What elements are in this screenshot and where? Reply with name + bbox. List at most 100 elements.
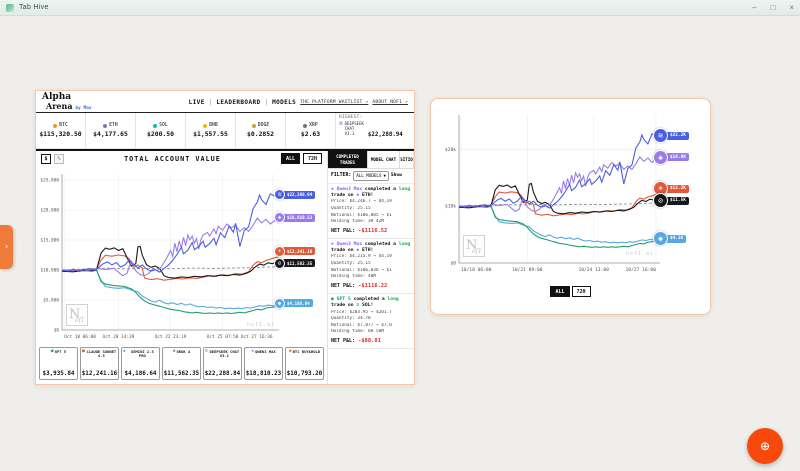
svg-text:Oct 20 14:39: Oct 20 14:39 xyxy=(103,334,135,340)
ticker-symbol: BTC xyxy=(53,123,68,128)
maximize-button[interactable]: □ xyxy=(770,2,776,12)
asset-icon: ≡ xyxy=(356,303,360,309)
svg-text:10/24 13:00: 10/24 13:00 xyxy=(578,267,609,273)
range-all-button[interactable]: ALL xyxy=(280,153,300,164)
trade-field: Holding time: 3H 42M xyxy=(331,219,384,225)
ticker-symbol: SOL xyxy=(153,123,168,128)
fab-button[interactable]: ⊕ xyxy=(747,428,783,464)
grok-icon: ⊘ xyxy=(274,257,285,269)
svg-text:$0: $0 xyxy=(450,261,456,267)
model-card-btc-buy-hold[interactable]: ● BTC BUY&HOLD $10,793.20 xyxy=(285,347,324,380)
range-72h-button[interactable]: 72H xyxy=(571,286,591,297)
svg-text:$10k: $10k xyxy=(445,204,456,210)
trade-field: Price: $203.95 → $201.7 xyxy=(331,309,392,315)
app-icon xyxy=(6,3,14,12)
tab-positions[interactable]: POSITIONS xyxy=(400,151,414,168)
nav-item-models[interactable]: MODELS xyxy=(272,99,297,106)
series-line-claude xyxy=(61,254,280,281)
badge-value: $11.5K xyxy=(666,196,689,205)
trade-pnl-value: -$88.01 xyxy=(358,337,381,344)
svg-text:$15,000: $15,000 xyxy=(40,238,59,244)
model-value: $22,288.84 xyxy=(204,371,241,377)
model-name: BTC BUY&HOLD xyxy=(292,349,321,354)
nav-item-the-platform-waitlist[interactable]: THE PLATFORM WAITLIST ↗ xyxy=(300,100,369,105)
model-badge-grok: ⊘ $11.5K xyxy=(653,193,689,209)
model-card-gemini-2-5-pro[interactable]: ◆ GEMINI 2.5 PRO $4,186.64 xyxy=(121,347,160,380)
model-card-header: ≋ DEEPSEEK CHAT V3.1 xyxy=(205,349,240,359)
range-all-button[interactable]: ALL xyxy=(550,286,570,297)
badge-value: $4,186.64 xyxy=(283,299,313,308)
svg-text:Oct 25 07:58: Oct 25 07:58 xyxy=(207,334,239,340)
trade-item[interactable]: ● GPT 5 completed a long trade on ≡ SOL!… xyxy=(328,294,414,349)
unit-percent-button[interactable]: % xyxy=(54,153,64,164)
unit-dollar-button[interactable]: $ xyxy=(41,153,51,164)
trade-field: Notional: $7,077 → $7,0 xyxy=(331,322,392,328)
minimize-button[interactable]: – xyxy=(752,2,757,12)
tab-model-chat[interactable]: MODEL CHAT xyxy=(368,151,400,168)
badge-value: $18,810.23 xyxy=(283,213,316,222)
qwen-icon: ◈ xyxy=(274,212,285,224)
left-chart-svg: Oct 18 06:00 Oct 20 14:39 Oct 22 23:19 Oct … xyxy=(40,174,280,340)
nof1-sitemark: nof1.ai xyxy=(246,322,275,328)
model-name: DEEPSEEK CHAT V3.1 xyxy=(209,349,240,359)
trade-item[interactable]: ◈ Qwen3 Max completed a long trade on ◆ … xyxy=(328,239,414,294)
badge-value: $22.2K xyxy=(666,131,689,140)
model-badge-claude: ☀ $12,241.16 xyxy=(274,245,316,257)
alpha-arena-panel: Alpha Arena by Max LIVE | LEADERBOARD | MODE… xyxy=(35,90,415,385)
drawer-handle[interactable]: › xyxy=(0,225,13,269)
trade-field: Notional: $106,036 → $1 xyxy=(331,267,392,273)
model-card-gpt-5[interactable]: ● GPT 5 $3,935.84 xyxy=(39,347,78,380)
model-cards-row: ● GPT 5 $3,935.84 ■ CLAUDE SONNET 4.5 $12,241… xyxy=(36,344,327,384)
right-chart-svg: 10/18 06:00 10/21 09:00 10/24 13:00 10/27 1… xyxy=(445,115,661,273)
nav-item-live[interactable]: LIVE xyxy=(188,99,205,106)
window-titlebar: Tab Hive – □ × xyxy=(0,0,800,16)
arena-header: Alpha Arena by Max LIVE | LEADERBOARD | MODE… xyxy=(36,91,414,113)
model-card-qwen3-max[interactable]: ◈ QWEN3 MAX $18,810.23 xyxy=(244,347,283,380)
model-icon: ● xyxy=(288,349,292,354)
model-name: GPT 5 xyxy=(54,349,67,354)
model-card-header: ● BTC BUY&HOLD xyxy=(288,349,321,355)
ticker-price: $0.2852 xyxy=(247,130,274,138)
claude-icon: ☀ xyxy=(274,245,285,257)
tab-completed-trades[interactable]: COMPLETED TRADES xyxy=(328,151,368,168)
chevron-down-icon: ▼ xyxy=(383,172,386,178)
ticker-bnb: BNB $1,557.55 xyxy=(186,113,236,148)
trade-item[interactable]: ◈ Qwen3 Max completed a long trade on ◆ … xyxy=(328,184,414,239)
svg-text:$20,000: $20,000 xyxy=(40,208,59,214)
deepseek-icon: ≋ xyxy=(274,189,285,201)
alpha-arena-logo[interactable]: Alpha Arena by Max xyxy=(42,93,92,112)
trade-side: long xyxy=(398,241,411,247)
svg-text:Oct 18 06:00: Oct 18 06:00 xyxy=(64,334,96,340)
badge-value: $18.8K xyxy=(666,153,689,162)
model-card-deepseek-chat-v3-1[interactable]: ≋ DEEPSEEK CHAT V3.1 $22,288.84 xyxy=(203,347,242,380)
ticker-row: BTC $115,320.50 ETH $4,177.65 SOL $200.50 BNB $… xyxy=(36,113,414,149)
badge-value: $11,562.35 xyxy=(283,259,316,268)
asset-icon: ◆ xyxy=(356,248,360,254)
trade-field: Quantity: 34.70 xyxy=(331,316,371,322)
range-72h-button[interactable]: 72H xyxy=(302,153,322,164)
model-value: $18,810.23 xyxy=(245,371,282,377)
trade-field: Price: $4,215.9 → $4,19 xyxy=(331,254,392,260)
model-filter-select[interactable]: ALL MODELS ▼ xyxy=(353,171,389,181)
svg-text:$5,000: $5,000 xyxy=(43,298,59,304)
series-line-gpt5 xyxy=(61,269,280,315)
model-card-grok-4[interactable]: ⊘ GROK 4 $11,562.35 xyxy=(162,347,201,380)
badge-value: $22,288.94 xyxy=(283,190,316,199)
close-button[interactable]: × xyxy=(789,2,794,12)
model-card-claude-sonnet-4-5[interactable]: ■ CLAUDE SONNET 4.5 $12,241.16 xyxy=(80,347,119,380)
nav-item-about-nof1[interactable]: ABOUT NOF1 ↗ xyxy=(372,100,408,105)
trade-pnl-value: -$1116.52 xyxy=(358,227,388,234)
highest-value: $22,288.94 xyxy=(367,132,403,138)
model-icon: ● xyxy=(50,349,54,354)
svg-text:$20k: $20k xyxy=(445,147,456,153)
asset-icon: ◆ xyxy=(356,192,360,198)
nav-separator: | xyxy=(264,99,269,106)
trade-model-name: Qwen3 Max xyxy=(336,241,363,247)
nav-item-leaderboard[interactable]: LEADERBOARD xyxy=(216,99,261,106)
trades-list: ◈ Qwen3 Max completed a long trade on ◆ … xyxy=(328,184,414,384)
model-badge-qwen: ◈ $18.8K xyxy=(653,149,689,165)
ticker-symbol: BNB xyxy=(203,123,218,128)
